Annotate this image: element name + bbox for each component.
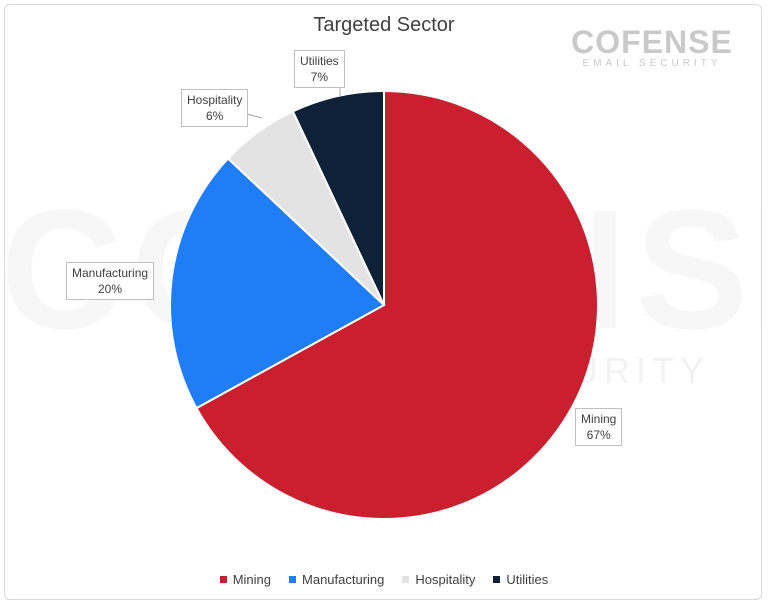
legend-label: Manufacturing xyxy=(302,572,385,587)
legend-label: Utilities xyxy=(506,572,549,587)
pie-slice-mining xyxy=(195,89,599,520)
legend-item-utilities: Utilities xyxy=(493,572,548,587)
legend-swatch xyxy=(219,576,227,583)
data-label-category: Hospitality xyxy=(187,93,243,107)
pie-slice-utilities xyxy=(291,89,385,306)
legend-label: Mining xyxy=(232,572,272,587)
legend-swatch xyxy=(402,576,410,583)
data-label-hospitality: Hospitality 6% xyxy=(181,89,249,127)
data-label-category: Utilities xyxy=(300,54,339,68)
data-label-mining: Mining 67% xyxy=(575,408,623,446)
pie-slices xyxy=(169,89,599,520)
legend: Mining Manufacturing Hospitality Utilities xyxy=(0,572,768,587)
logo-wordmark: COFENSE xyxy=(571,24,733,60)
data-label-value: 7% xyxy=(310,70,328,84)
legend-item-mining: Mining xyxy=(219,572,272,587)
data-label-value: 20% xyxy=(98,282,123,296)
data-label-utilities: Utilities 7% xyxy=(294,50,345,88)
legend-item-manufacturing: Manufacturing xyxy=(289,572,384,587)
chart-title: Targeted Sector xyxy=(313,14,455,36)
leader-line xyxy=(246,113,263,119)
legend-swatch xyxy=(493,576,501,583)
cofense-logo: COFENSE EMAIL SECURITY xyxy=(560,24,744,74)
data-label-value: 6% xyxy=(206,109,224,123)
logo-tagline: EMAIL SECURITY xyxy=(582,58,722,69)
legend-swatch xyxy=(289,576,297,583)
data-label-manufacturing: Manufacturing 20% xyxy=(66,262,155,300)
legend-label: Hospitality xyxy=(415,572,476,587)
data-label-category: Manufacturing xyxy=(72,266,149,280)
pie-slice-manufacturing xyxy=(169,157,386,410)
legend-item-hospitality: Hospitality xyxy=(402,572,475,587)
data-label-category: Mining xyxy=(581,412,617,426)
data-label-value: 67% xyxy=(586,428,611,442)
